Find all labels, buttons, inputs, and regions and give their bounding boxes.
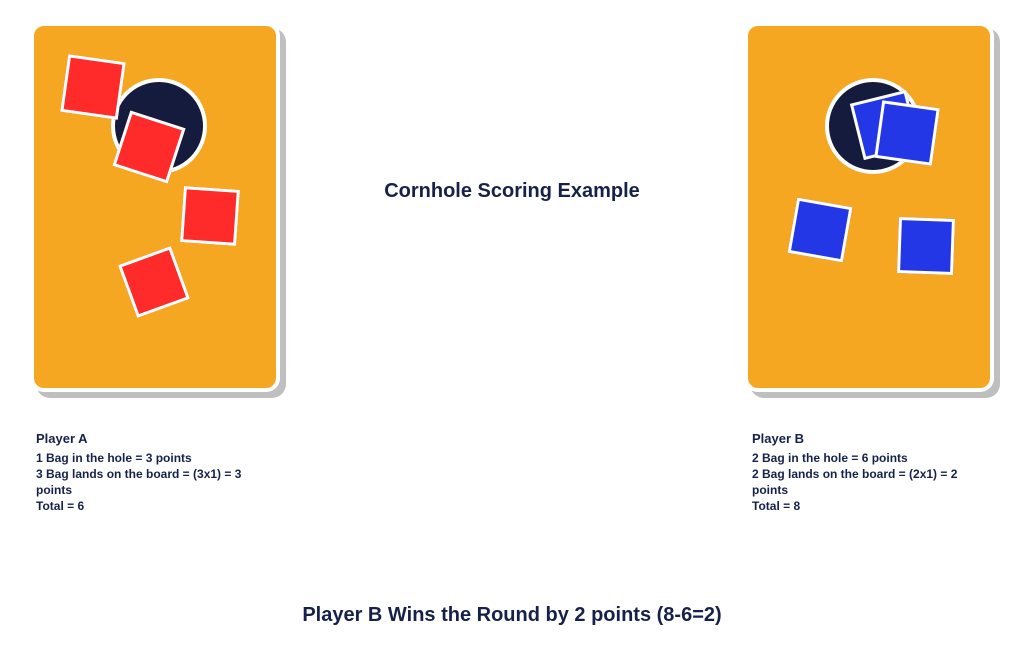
caption-player-a: Player A 1 Bag in the hole = 3 points 3 … [36,430,266,514]
bag-player-a [118,246,190,318]
caption-line: 2 Bag in the hole = 6 points [752,450,982,466]
infographic-stage: Cornhole Scoring Example Player A 1 Bag … [0,0,1024,650]
caption-line: 1 Bag in the hole = 3 points [36,450,266,466]
board-player-a [30,22,280,392]
bag-player-b [874,100,940,166]
board-surface [30,22,280,392]
caption-heading: Player A [36,430,266,448]
caption-total: Total = 8 [752,498,982,514]
bag-player-a [60,54,126,120]
caption-line: 2 Bag lands on the board = (2x1) = 2 poi… [752,466,982,498]
board-surface [744,22,994,392]
caption-player-b: Player B 2 Bag in the hole = 6 points 2 … [752,430,982,514]
bag-player-b [788,198,853,263]
bag-player-b [897,217,955,275]
caption-line: 3 Bag lands on the board = (3x1) = 3 poi… [36,466,266,498]
board-player-b [744,22,994,392]
infographic-title: Cornhole Scoring Example [0,180,1024,203]
caption-total: Total = 6 [36,498,266,514]
result-text: Player B Wins the Round by 2 points (8-6… [0,604,1024,627]
caption-heading: Player B [752,430,982,448]
